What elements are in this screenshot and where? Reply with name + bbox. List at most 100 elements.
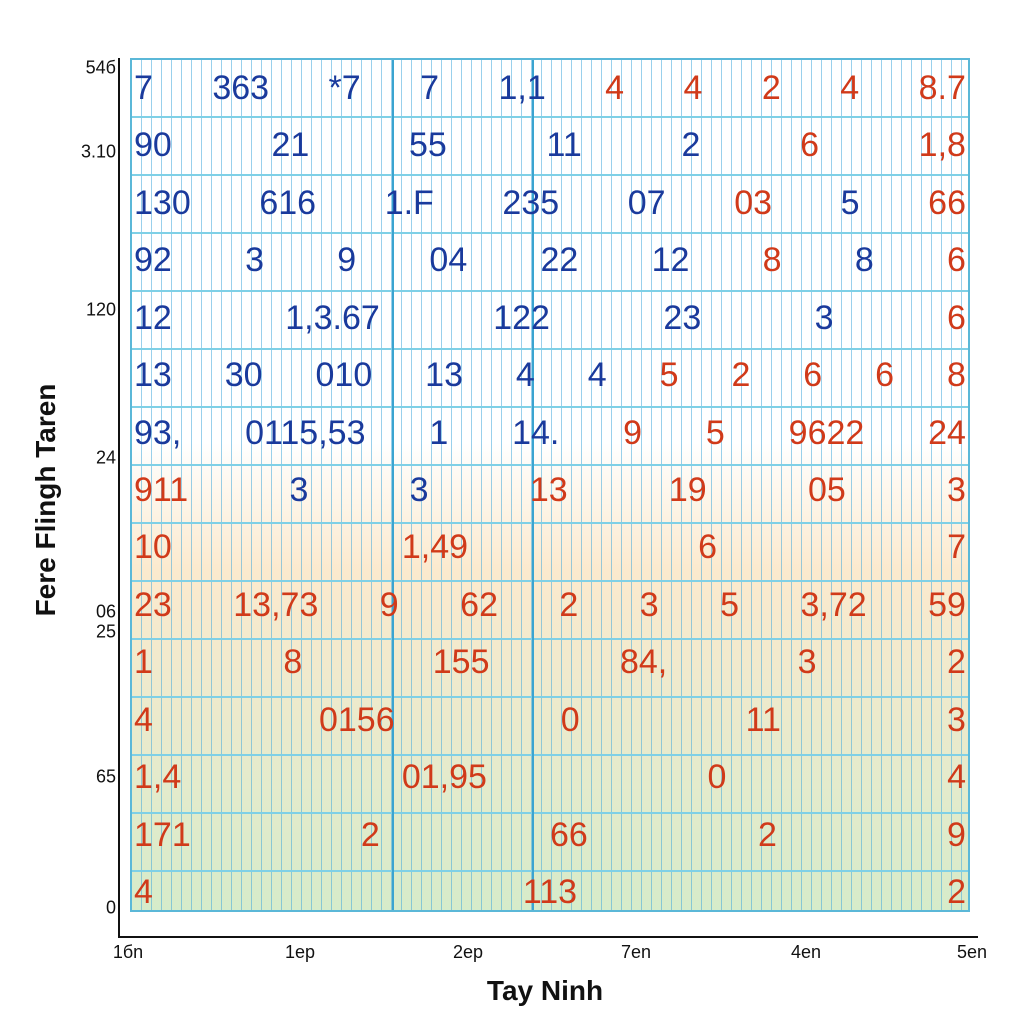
grid-cell: 92: [134, 241, 172, 280]
grid-cell: 1,1: [498, 69, 546, 107]
y-tick-label: 65: [95, 766, 116, 787]
x-tick-label: 2ep: [452, 942, 484, 962]
grid-row: 1 8 155 84, 3 2: [134, 642, 966, 682]
grid-cell: 8: [283, 643, 303, 682]
y-tick-label: 0: [105, 897, 116, 918]
y-tick-label: 24: [95, 447, 116, 468]
y-tick-label: 25: [95, 621, 116, 642]
grid-cell: 3: [947, 471, 966, 509]
grid-cell: 11: [546, 126, 582, 165]
grid-cell: 2: [559, 585, 579, 624]
grid-cell: 3: [947, 700, 966, 739]
grid-cell: 4: [134, 700, 153, 739]
grid-row: 92 3 9 04 22 12 8 8 6: [134, 240, 966, 280]
grid-cell: 1,3.67: [285, 298, 380, 337]
grid-cell: 2: [761, 69, 781, 107]
grid-cell: *7: [328, 69, 361, 107]
grid-cell: 03: [734, 183, 773, 222]
grid-cell: 2: [731, 356, 751, 395]
grid-cell: 59: [928, 585, 966, 624]
grid-cell: 0: [707, 758, 727, 797]
grid-cell: 9: [379, 585, 399, 624]
grid-cell: 0156: [318, 700, 395, 739]
grid-cell: 616: [259, 183, 317, 222]
x-tick-label: 7en: [620, 942, 652, 962]
grid-cell: 66: [549, 815, 588, 854]
plot-area: [130, 58, 970, 912]
grid-cell: 1: [429, 413, 449, 452]
y-tick-label: 06: [95, 601, 116, 622]
grid-cell: 9622: [788, 413, 865, 452]
x-axis: [118, 936, 978, 938]
grid-cell: 5: [705, 413, 725, 452]
grid-cell: 4: [515, 356, 535, 395]
grid-cell: 2: [947, 643, 966, 682]
grid-cell: 5: [720, 585, 740, 624]
grid-cell: 7: [947, 528, 966, 567]
grid-cell: 7: [420, 69, 440, 107]
grid-cell: 24: [928, 413, 966, 452]
grid-cell: 010: [315, 356, 373, 395]
grid-cell: 1.F: [384, 183, 434, 222]
grid-cell: 21: [271, 126, 310, 165]
grid-cell: 6: [875, 356, 895, 395]
grid-cell: 13: [425, 356, 463, 395]
grid-cell: 3: [409, 471, 429, 509]
grid-cell: 9: [337, 241, 357, 280]
grid-cell: 4: [947, 758, 966, 797]
grid-row: 10 1,49 6 7: [134, 527, 966, 567]
grid-cell: 235: [502, 183, 560, 222]
grid-cell: 9: [623, 413, 643, 452]
grid-cell: 1,4: [134, 758, 182, 797]
grid-cell: 1,49: [401, 528, 469, 567]
grid-cell: 363: [212, 69, 270, 107]
grid-cell: 66: [928, 183, 966, 222]
grid-cell: 8: [762, 241, 782, 280]
grid-cell: 4: [683, 69, 703, 107]
x-tick-label: 4en: [790, 942, 822, 962]
grid-cell: 2: [360, 815, 380, 854]
grid-cell: 2: [947, 873, 966, 911]
grid-cell: 90: [134, 126, 172, 165]
x-tick-label: 5en: [956, 942, 988, 962]
grid-cell: 3: [639, 585, 659, 624]
grid-row: 1,4 01,95 0 4: [134, 757, 966, 797]
divider: [532, 60, 534, 910]
grid-cell: 23: [663, 298, 702, 337]
grid-cell: 93,: [134, 413, 182, 452]
grid-cell: 30: [224, 356, 263, 395]
grid-row: 23 13,73 9 62 2 3 5 3,72 59: [134, 585, 966, 625]
grid-cell: 3: [245, 241, 264, 280]
grid-row: 4 0156 0 11 3: [134, 700, 966, 740]
grid-cell: 8: [946, 356, 966, 395]
grid-cell: 6: [800, 126, 819, 165]
grid-cell: 6: [698, 528, 718, 567]
grid-cell: 113: [522, 873, 578, 911]
grid-cell: 2: [757, 815, 777, 854]
grid-cell: 23: [134, 585, 172, 624]
grid-row: 13 30 010 13 4 4 5 2 6 6 8: [134, 355, 966, 395]
grid-cell: 10: [134, 528, 172, 567]
y-tick-label: 120: [85, 299, 116, 320]
grid-cell: 8: [854, 241, 874, 280]
grid-cell: 05: [807, 471, 846, 509]
grid-cell: 11: [745, 700, 781, 739]
grid-cell: 6: [947, 241, 966, 280]
x-tick-label: 1ep: [284, 942, 316, 962]
grid-cell: 1: [134, 643, 153, 682]
grid-cell: 13,73: [233, 585, 319, 624]
grid-row: 171 2 66 2 9: [134, 815, 966, 855]
grid-row: 911 3 3 13 19 05 3: [134, 470, 966, 510]
grid-cell: 13: [529, 471, 568, 509]
grid-cell: 4: [605, 69, 625, 107]
grid-cell: 12: [134, 298, 172, 337]
grid-cell: 4: [134, 873, 153, 911]
y-axis-title: Fere Flingh Taren: [30, 383, 61, 617]
y-tick-label: 3.10: [80, 141, 116, 162]
grid-row: 93, 0115,53 1 14. 9 5 9622 24: [134, 413, 966, 453]
grid-cell: 62: [460, 585, 498, 624]
grid-cell: 07: [627, 183, 666, 222]
grid-cell: 155: [432, 643, 490, 682]
grid-row: 90 21 55 11 2 6 1,8: [134, 125, 966, 165]
grid-cell: 3: [814, 298, 834, 337]
